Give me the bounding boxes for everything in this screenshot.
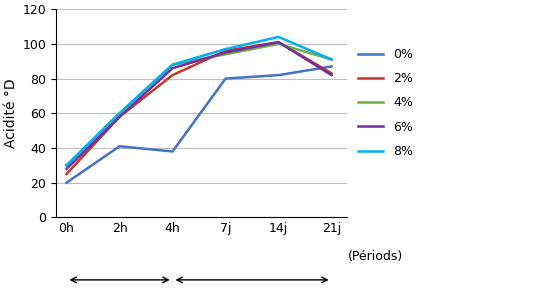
6% (63, 167, 70, 171)
8% (63, 164, 70, 167)
Legend: 0%, 2%, 4%, 6%, 8%: 0%, 2%, 4%, 6%, 8% (353, 43, 419, 163)
6% (222, 51, 229, 54)
0% (63, 181, 70, 185)
8% (222, 47, 229, 51)
6% (116, 115, 123, 119)
0% (328, 65, 335, 68)
8% (116, 112, 123, 115)
0% (169, 150, 176, 153)
4% (328, 58, 335, 61)
2% (116, 115, 123, 119)
6% (328, 73, 335, 77)
Line: 2%: 2% (66, 42, 331, 174)
2% (63, 172, 70, 176)
Y-axis label: Acidité °D: Acidité °D (4, 79, 18, 148)
6% (275, 40, 282, 44)
Line: 8%: 8% (66, 37, 331, 165)
8% (328, 58, 335, 61)
Line: 6%: 6% (66, 42, 331, 169)
2% (275, 40, 282, 44)
2% (328, 72, 335, 75)
Text: (Périods): (Périods) (348, 251, 403, 263)
8% (275, 35, 282, 39)
2% (222, 49, 229, 53)
4% (169, 63, 176, 67)
8% (169, 63, 176, 67)
4% (275, 42, 282, 46)
4% (116, 112, 123, 115)
0% (222, 77, 229, 80)
6% (169, 66, 176, 70)
0% (116, 145, 123, 148)
Line: 0%: 0% (66, 67, 331, 183)
0% (275, 73, 282, 77)
2% (169, 73, 176, 77)
4% (222, 53, 229, 56)
Line: 4%: 4% (66, 44, 331, 165)
4% (63, 164, 70, 167)
